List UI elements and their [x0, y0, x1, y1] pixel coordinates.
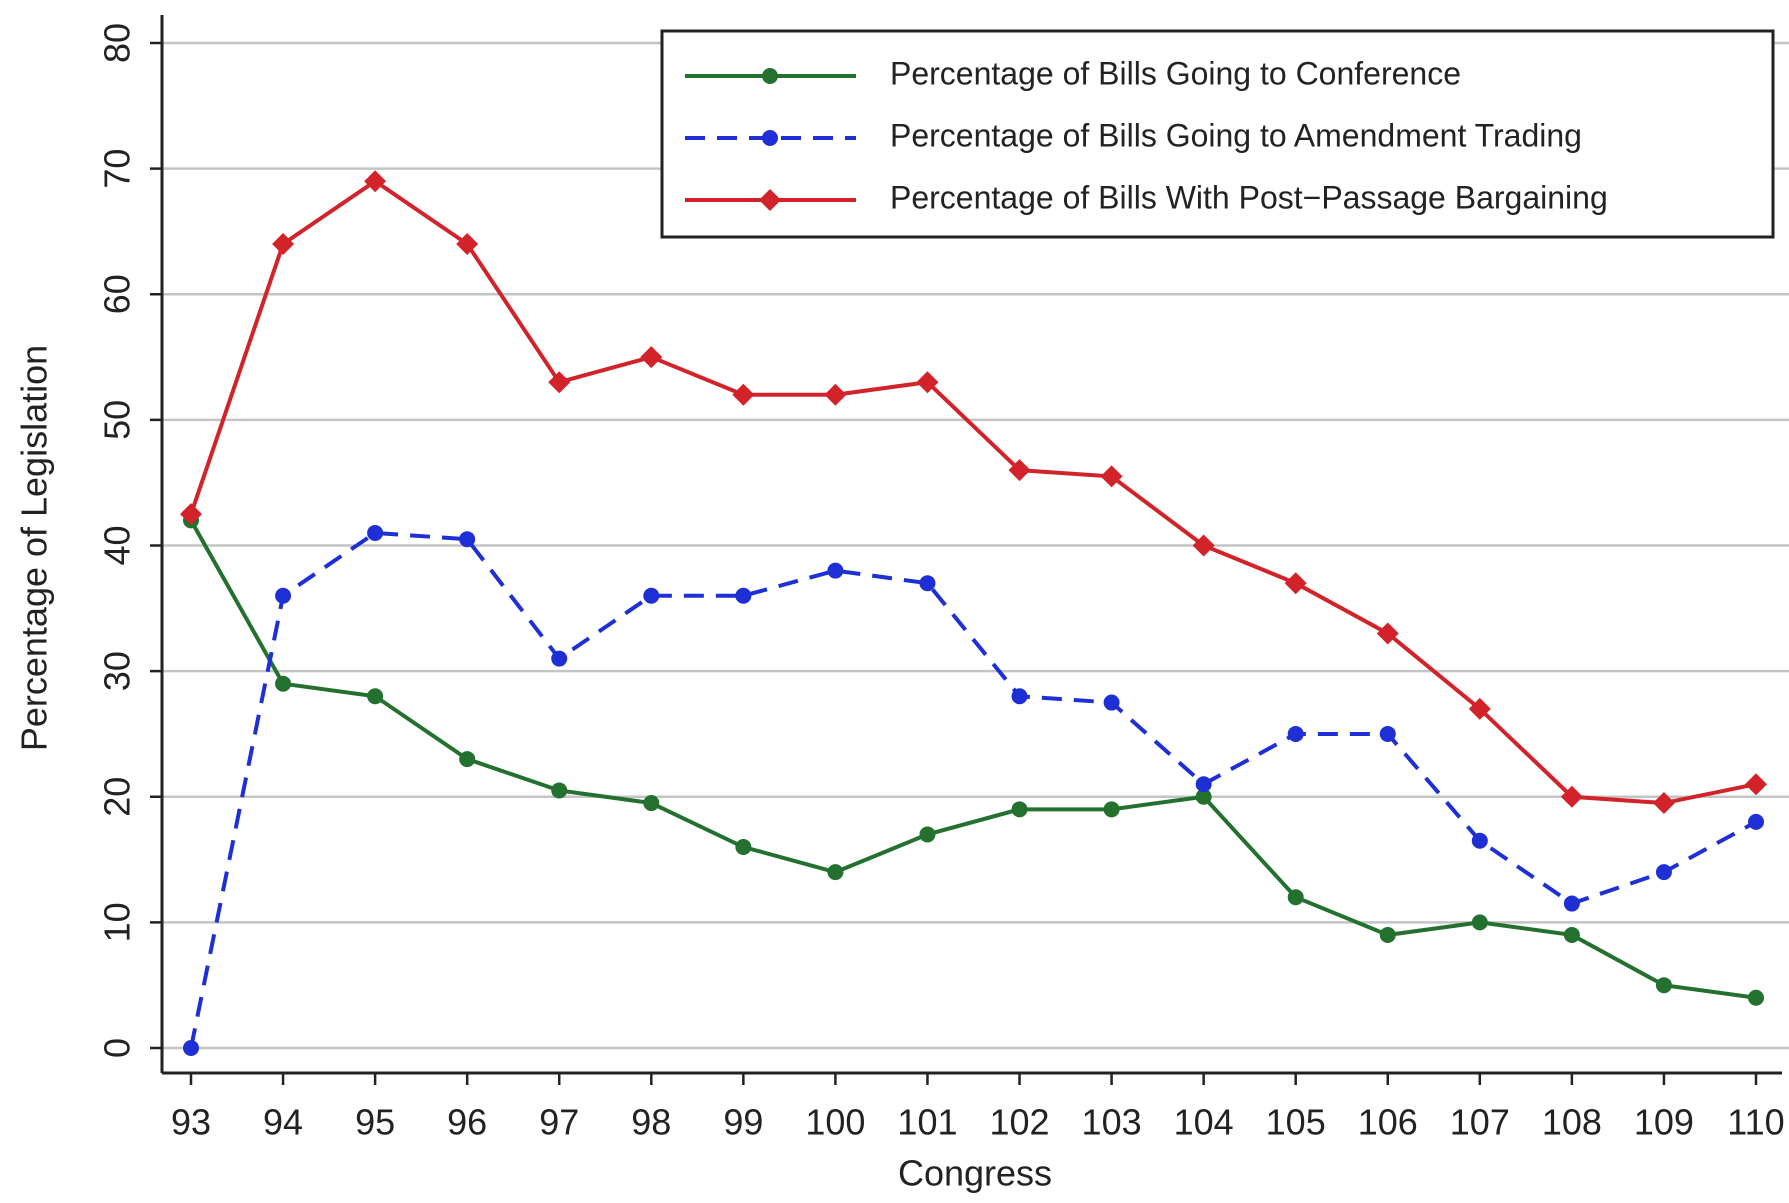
y-tick-label: 20 — [97, 777, 138, 817]
marker — [272, 233, 295, 255]
x-tick-label: 104 — [1174, 1102, 1234, 1143]
y-tick-label: 40 — [97, 525, 138, 565]
marker — [1008, 459, 1031, 482]
marker — [1379, 926, 1396, 943]
marker — [1471, 914, 1488, 931]
marker — [275, 675, 292, 692]
marker — [643, 587, 660, 604]
x-tick-label: 105 — [1266, 1102, 1326, 1143]
marker — [551, 650, 568, 667]
y-axis-title: Percentage of Legislation — [14, 345, 55, 751]
marker — [1652, 792, 1675, 815]
x-tick-label: 102 — [989, 1102, 1049, 1143]
marker — [1287, 725, 1304, 742]
x-tick-label: 95 — [355, 1102, 395, 1143]
marker — [735, 587, 752, 604]
y-tick-label: 10 — [97, 902, 138, 942]
marker — [1468, 697, 1491, 720]
marker — [824, 383, 847, 406]
marker — [759, 189, 781, 211]
series-line — [189, 530, 1757, 1049]
series-line — [189, 178, 1757, 806]
marker — [640, 346, 663, 369]
marker — [1748, 989, 1764, 1006]
marker — [762, 68, 778, 84]
marker — [1192, 534, 1215, 557]
marker — [735, 839, 752, 855]
marker — [1563, 926, 1580, 943]
marker — [1655, 977, 1672, 994]
marker — [1376, 622, 1399, 645]
marker — [827, 864, 844, 881]
marker — [1655, 864, 1672, 881]
marker — [1195, 776, 1212, 793]
x-tick-label: 99 — [723, 1102, 763, 1143]
x-tick-label: 98 — [631, 1102, 671, 1143]
legend: Percentage of Bills Going to Conference P… — [660, 29, 1775, 239]
y-tick-label: 50 — [97, 400, 138, 440]
marker — [1011, 688, 1028, 705]
marker — [367, 524, 384, 541]
x-tick-label: 108 — [1542, 1102, 1602, 1143]
marker — [643, 795, 660, 812]
y-tick-label: 30 — [97, 651, 138, 691]
y-tick-label: 80 — [97, 23, 138, 63]
marker — [367, 688, 384, 705]
x-tick-label: 100 — [805, 1102, 865, 1143]
x-tick-label: 107 — [1450, 1102, 1510, 1143]
marker — [275, 587, 292, 604]
y-tick-label: 70 — [97, 149, 138, 189]
marker — [732, 383, 755, 406]
x-tick-label: 103 — [1082, 1102, 1142, 1143]
marker — [180, 503, 202, 526]
marker — [1103, 801, 1120, 818]
marker — [1745, 773, 1767, 796]
legend-label: Percentage of Bills With Post−Passage Ba… — [890, 179, 1608, 215]
marker — [916, 371, 939, 394]
marker — [364, 170, 387, 193]
marker — [456, 233, 479, 255]
marker — [459, 531, 476, 548]
marker — [459, 751, 476, 768]
y-tick-label: 60 — [97, 274, 138, 314]
marker — [1560, 785, 1583, 808]
marker — [1103, 694, 1120, 711]
x-tick-label: 106 — [1358, 1102, 1418, 1143]
x-tick-label: 93 — [171, 1102, 211, 1143]
marker — [762, 130, 778, 146]
marker — [1011, 801, 1028, 818]
y-tick-label: 0 — [97, 1038, 138, 1058]
x-tick-label: 109 — [1634, 1102, 1694, 1143]
x-tick-label: 101 — [897, 1102, 957, 1143]
marker — [548, 371, 571, 394]
marker — [1195, 788, 1212, 805]
marker — [1563, 895, 1580, 912]
marker — [919, 575, 936, 592]
series-line — [189, 519, 1757, 1000]
marker — [1284, 572, 1307, 595]
x-axis-title: Congress — [898, 1153, 1052, 1194]
marker — [1471, 832, 1488, 849]
x-tick-label: 94 — [263, 1102, 303, 1143]
legend-label: Percentage of Bills Going to Conference — [890, 55, 1461, 91]
x-tick-label: 96 — [447, 1102, 487, 1143]
x-tick-label: 97 — [539, 1102, 579, 1143]
legend-label: Percentage of Bills Going to Amendment T… — [890, 117, 1582, 153]
marker — [183, 1040, 199, 1056]
marker — [1379, 725, 1396, 742]
marker — [919, 826, 936, 843]
marker — [1100, 465, 1123, 488]
marker — [827, 562, 844, 579]
legend-box — [660, 29, 1775, 239]
marker — [551, 782, 568, 799]
marker — [1287, 889, 1304, 906]
x-tick-label: 110 — [1727, 1102, 1784, 1143]
marker — [1748, 813, 1764, 830]
